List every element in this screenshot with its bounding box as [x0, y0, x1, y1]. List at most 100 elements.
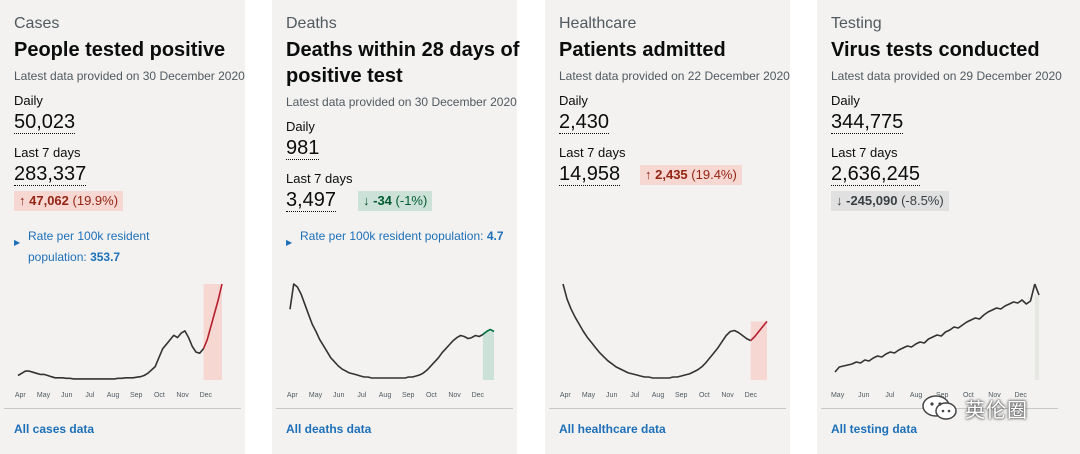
- week-value[interactable]: 14,958: [559, 163, 621, 186]
- arrow-down-icon: ↓: [363, 193, 370, 208]
- x-tick-label: Jul: [885, 392, 894, 399]
- change-percent: (19.9%): [72, 193, 119, 208]
- recent-series-line: [750, 320, 768, 342]
- x-tick-label: Jul: [357, 392, 366, 399]
- all-testing-data-link[interactable]: All testing data: [831, 422, 918, 436]
- deaths-chart: Apr May Jun Jul Aug Sep Oct Nov Dec: [287, 283, 495, 399]
- week-value[interactable]: 283,337: [14, 163, 87, 186]
- series-line: [289, 283, 484, 379]
- rate-toggle[interactable]: ▶ Rate per 100k resident population: 353…: [14, 226, 184, 268]
- x-tick-label: Oct: [963, 392, 974, 399]
- card-healthcare: Healthcare Patients admitted Latest data…: [545, 0, 790, 454]
- card-deaths: Deaths Deaths within 28 days of positive…: [272, 0, 519, 454]
- x-tick-label: Sep: [675, 392, 688, 399]
- change-badge: ↓ -245,090 (-8.5%): [831, 191, 949, 211]
- x-tick-label: Jun: [333, 392, 344, 399]
- change-badge: ↑ 2,435 (19.4%): [640, 165, 742, 185]
- x-tick-label: May: [37, 392, 51, 399]
- x-tick-label: Sep: [402, 392, 415, 399]
- x-tick-label: Nov: [448, 392, 461, 399]
- card-title: Virus tests conducted: [831, 39, 1040, 61]
- x-tick-label: May: [831, 392, 845, 399]
- week-label: Last 7 days: [559, 145, 626, 160]
- watermark: 英伦圈: [921, 388, 1071, 428]
- change-percent: (-1%): [395, 193, 428, 208]
- x-tick-label: Apr: [560, 392, 572, 399]
- daily-label: Daily: [14, 93, 43, 108]
- arrow-up-icon: ↑: [645, 167, 652, 182]
- all-healthcare-data-link[interactable]: All healthcare data: [559, 422, 666, 436]
- disclosure-triangle-icon: ▶: [14, 238, 21, 247]
- change-amount: 2,435: [655, 167, 688, 182]
- disclosure-triangle-icon: ▶: [286, 238, 293, 247]
- daily-value[interactable]: 2,430: [559, 111, 610, 134]
- x-tick-label: Oct: [426, 392, 437, 399]
- x-tick-label: Aug: [107, 392, 120, 399]
- recent-series-line: [482, 328, 495, 336]
- x-tick-label: Nov: [721, 392, 734, 399]
- rate-label: Rate per 100k resident population:: [300, 229, 484, 243]
- change-amount: -34: [373, 193, 392, 208]
- daily-value[interactable]: 981: [286, 137, 320, 160]
- daily-value[interactable]: 50,023: [14, 111, 76, 134]
- latest-data-date: Latest data provided on 22 December 2020: [559, 69, 790, 83]
- cases-chart: Apr May Jun Jul Aug Sep Oct Nov Dec: [15, 283, 223, 399]
- x-tick-label: Aug: [652, 392, 665, 399]
- week-value[interactable]: 2,636,245: [831, 163, 920, 186]
- week-label: Last 7 days: [831, 145, 898, 160]
- recent-period-band: [482, 331, 494, 380]
- latest-data-date: Latest data provided on 29 December 2020: [831, 69, 1062, 83]
- daily-value[interactable]: 344,775: [831, 111, 904, 134]
- watermark-text: 英伦圈: [965, 399, 1028, 422]
- card-category: Cases: [14, 15, 60, 32]
- card-cases: Cases People tested positive Latest data…: [0, 0, 245, 454]
- all-deaths-data-link[interactable]: All deaths data: [286, 422, 372, 436]
- all-cases-data-link[interactable]: All cases data: [14, 422, 95, 436]
- change-percent: (19.4%): [691, 167, 737, 182]
- rate-value: 353.7: [90, 250, 121, 264]
- card-title: Deaths within 28 days of positive test: [286, 39, 520, 87]
- x-tick-label: Nov: [988, 392, 1001, 399]
- week-value[interactable]: 3,497: [286, 189, 337, 212]
- change-badge: ↑ 47,062 (19.9%): [14, 191, 124, 211]
- x-tick-label: Apr: [15, 392, 27, 399]
- x-tick-label: Jun: [606, 392, 617, 399]
- week-label: Last 7 days: [14, 145, 81, 160]
- x-tick-label: Oct: [699, 392, 710, 399]
- divider: [276, 408, 513, 409]
- x-tick-label: Aug: [910, 392, 923, 399]
- change-percent: (-8.5%): [901, 193, 944, 208]
- series-line: [17, 330, 205, 380]
- recent-series-line: [202, 283, 223, 350]
- x-tick-label: Sep: [936, 392, 949, 399]
- rate-label: Rate per 100k resident population:: [28, 229, 150, 264]
- card-category: Healthcare: [559, 15, 637, 32]
- latest-data-date: Latest data provided on 30 December 2020: [14, 69, 245, 83]
- daily-label: Daily: [559, 93, 588, 108]
- x-tick-label: Jun: [61, 392, 72, 399]
- x-tick-label: Apr: [287, 392, 299, 399]
- series-line: [562, 283, 752, 379]
- recent-series-line: [1034, 283, 1040, 296]
- change-amount: -245,090: [846, 193, 898, 208]
- x-tick-label: Oct: [154, 392, 165, 399]
- change-badge: ↓ -34 (-1%): [358, 191, 433, 211]
- x-tick-label: Jun: [858, 392, 869, 399]
- x-tick-label: Sep: [130, 392, 143, 399]
- testing-chart: May Jun Jul Aug Sep Oct Nov Dec: [831, 283, 1040, 399]
- daily-label: Daily: [831, 93, 860, 108]
- daily-label: Daily: [286, 119, 315, 134]
- x-tick-label: Dec: [472, 392, 485, 399]
- divider: [4, 408, 241, 409]
- x-tick-label: Dec: [1014, 392, 1027, 399]
- x-tick-label: Jul: [85, 392, 94, 399]
- card-category: Deaths: [286, 15, 337, 32]
- card-title: People tested positive: [14, 39, 226, 61]
- rate-toggle[interactable]: ▶ Rate per 100k resident population: 4.7: [286, 226, 521, 247]
- x-tick-label: Nov: [176, 392, 189, 399]
- change-amount: 47,062: [29, 193, 69, 208]
- arrow-down-icon: ↓: [836, 193, 843, 208]
- card-testing: Testing Virus tests conducted Latest dat…: [817, 0, 1080, 454]
- arrow-up-icon: ↑: [19, 193, 26, 208]
- card-title: Patients admitted: [559, 39, 726, 61]
